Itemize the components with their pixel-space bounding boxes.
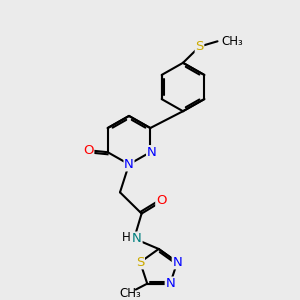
Text: CH₃: CH₃ (120, 286, 141, 300)
Text: N: N (172, 256, 182, 269)
Text: O: O (83, 144, 94, 157)
Text: N: N (165, 277, 175, 290)
Text: N: N (124, 158, 134, 171)
Text: H: H (122, 231, 131, 244)
Text: S: S (195, 40, 204, 53)
Text: CH₃: CH₃ (221, 35, 243, 48)
Text: N: N (147, 146, 156, 159)
Text: S: S (136, 256, 144, 269)
Text: O: O (156, 194, 166, 207)
Text: N: N (132, 232, 142, 245)
